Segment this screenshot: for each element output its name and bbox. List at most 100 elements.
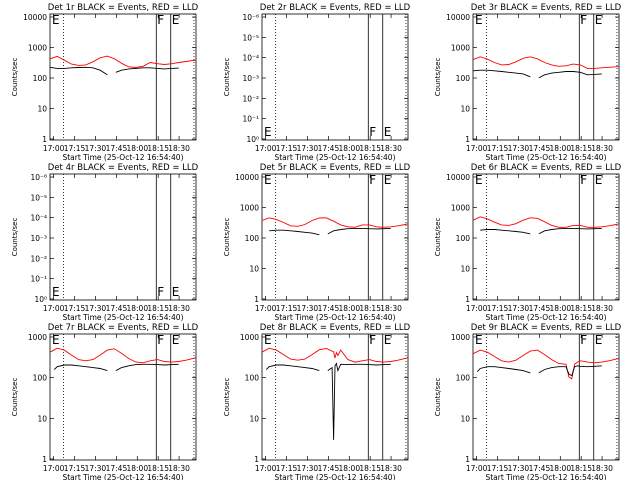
- y-tick-label: 10⁻²: [242, 94, 259, 103]
- y-tick-label: 10: [249, 414, 259, 423]
- x-tick-label: 18:15: [359, 464, 381, 473]
- x-tick-label: 17:30: [85, 304, 107, 313]
- chart-panel-5: Det 5r BLACK = Events, RED = LLD 1 10 100 10…: [223, 163, 411, 322]
- events-series-line: [327, 362, 391, 440]
- events-series-line: [538, 365, 602, 377]
- y-tick-label: 100: [245, 374, 260, 383]
- x-tick-label: 18:15: [570, 144, 592, 153]
- chart-panel-6: Det 6r BLACK = Events, RED = LLD 1 10 100 10…: [434, 163, 622, 322]
- x-tick-label: 17:15: [276, 144, 298, 153]
- plot-frame: [261, 173, 409, 301]
- marker-letter: E: [384, 333, 392, 347]
- marker-letter: E: [595, 13, 603, 27]
- chart-panel-1: Det 1r BLACK = Events, RED = LLD 1 10 100 10…: [11, 3, 199, 162]
- marker-letter: F: [157, 333, 164, 347]
- x-axis-label: Start Time (25-Oct-12 16:54:40): [485, 153, 606, 162]
- y-axis-label: Counts/sec: [11, 378, 19, 417]
- events-series-line: [115, 363, 179, 371]
- x-tick-label: 18:00: [338, 144, 360, 153]
- y-tick-label: 10⁰: [34, 295, 47, 304]
- chart-panel-9: Det 9r BLACK = Events, RED = LLD 1 10 100 10…: [434, 323, 622, 480]
- x-tick-label: 17:15: [64, 304, 86, 313]
- marker-letter: F: [369, 173, 376, 187]
- lld-series-line: [49, 55, 197, 68]
- chart-title: Det 2r BLACK = Events, RED = LLD: [260, 3, 411, 13]
- x-tick-label: 18:15: [147, 144, 169, 153]
- marker-letter: E: [172, 333, 180, 347]
- marker-letter: F: [580, 13, 587, 27]
- y-tick-label: 10⁻⁵: [30, 193, 47, 202]
- x-tick-label: 18:30: [380, 304, 402, 313]
- chart-title: Det 7r BLACK = Events, RED = LLD: [48, 323, 199, 333]
- events-series-line: [269, 229, 320, 236]
- x-tick-label: 18:30: [591, 464, 613, 473]
- x-tick-label: 18:30: [168, 304, 190, 313]
- marker-letter: E: [172, 13, 180, 27]
- x-tick-label: 17:15: [487, 144, 509, 153]
- x-tick-label: 17:00: [43, 304, 65, 313]
- marker-letter: E: [384, 173, 392, 187]
- y-tick-label: 10000: [446, 13, 470, 22]
- chart-title: Det 8r BLACK = Events, RED = LLD: [260, 323, 411, 333]
- chart-panel-4: Det 4r BLACK = Events, RED = LLD 10⁰ 10⁻¹ 1…: [11, 163, 199, 322]
- plot-frame: [49, 173, 197, 301]
- events-series-line: [538, 227, 602, 235]
- y-tick-label: 1000: [451, 204, 470, 213]
- y-tick-label: 10⁻⁶: [242, 13, 259, 22]
- y-tick-label: 10: [37, 414, 47, 423]
- marker-letter: E: [52, 13, 60, 27]
- x-tick-label: 17:00: [255, 464, 277, 473]
- y-axis-label: Counts/sec: [434, 378, 442, 417]
- x-tick-label: 18:00: [126, 464, 148, 473]
- lld-series-line: [472, 349, 620, 380]
- x-tick-label: 17:45: [529, 144, 551, 153]
- y-axis-label: Counts/sec: [434, 58, 442, 97]
- y-tick-label: 1000: [28, 44, 47, 53]
- chart-title: Det 4r BLACK = Events, RED = LLD: [48, 163, 199, 173]
- y-tick-label: 100: [456, 74, 471, 83]
- x-tick-label: 18:00: [338, 304, 360, 313]
- x-axis-label: Start Time (25-Oct-12 16:54:40): [62, 153, 183, 162]
- plot-frame: [472, 13, 620, 141]
- x-tick-label: 18:30: [380, 464, 402, 473]
- x-tick-label: 17:45: [529, 304, 551, 313]
- marker-letter: F: [369, 333, 376, 347]
- y-tick-label: 10⁻⁴: [242, 54, 259, 63]
- x-tick-label: 18:15: [570, 304, 592, 313]
- marker-letter: E: [264, 125, 272, 139]
- events-series-line: [476, 366, 531, 374]
- marker-letter: E: [264, 173, 272, 187]
- x-tick-label: 18:30: [380, 144, 402, 153]
- x-tick-label: 17:15: [487, 304, 509, 313]
- y-tick-label: 10⁻⁶: [30, 173, 47, 182]
- y-tick-label: 100: [33, 374, 48, 383]
- y-tick-label: 10⁻³: [30, 234, 47, 243]
- marker-letter: F: [157, 13, 164, 27]
- x-tick-label: 18:15: [570, 464, 592, 473]
- y-tick-label: 10⁰: [246, 135, 259, 144]
- x-tick-label: 17:15: [64, 464, 86, 473]
- marker-letter: E: [52, 285, 60, 299]
- x-tick-label: 18:15: [147, 304, 169, 313]
- events-series-line: [265, 364, 320, 372]
- x-axis-label: Start Time (25-Oct-12 16:54:40): [62, 313, 183, 322]
- events-series-line: [472, 69, 531, 78]
- x-axis-label: Start Time (25-Oct-12 16:54:40): [274, 473, 395, 480]
- y-tick-label: 10⁻¹: [30, 275, 47, 284]
- x-tick-label: 17:45: [529, 464, 551, 473]
- y-axis-label: Counts/sec: [434, 218, 442, 257]
- lld-series-line: [261, 217, 409, 228]
- x-tick-label: 17:30: [297, 464, 319, 473]
- x-axis-label: Start Time (25-Oct-12 16:54:40): [274, 313, 395, 322]
- marker-letter: E: [475, 173, 483, 187]
- y-tick-label: 1: [465, 135, 470, 144]
- y-tick-label: 10⁻²: [30, 254, 47, 263]
- y-tick-label: 100: [245, 234, 260, 243]
- x-tick-label: 17:30: [297, 144, 319, 153]
- marker-letter: E: [595, 173, 603, 187]
- events-series-line: [115, 67, 179, 73]
- plot-frame: [261, 13, 409, 141]
- y-tick-label: 10: [37, 105, 47, 114]
- plot-frame: [49, 13, 197, 141]
- x-tick-label: 18:15: [359, 304, 381, 313]
